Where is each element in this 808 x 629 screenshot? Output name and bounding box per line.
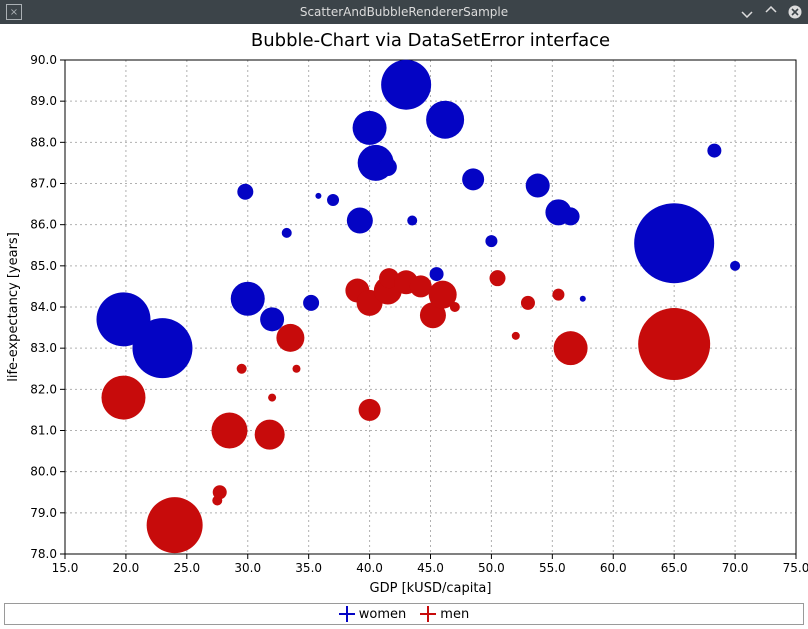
bubble: [379, 158, 397, 176]
svg-text:GDP [kUSD/capita]: GDP [kUSD/capita]: [370, 581, 492, 596]
bubble: [410, 275, 432, 297]
bubble: [381, 60, 431, 110]
bubble: [430, 267, 444, 281]
plus-icon: [420, 606, 436, 622]
bubble: [526, 174, 550, 198]
bubble: [554, 331, 588, 365]
svg-text:83.0: 83.0: [30, 341, 57, 355]
bubble: [101, 376, 145, 420]
legend-item-men[interactable]: men: [420, 606, 469, 622]
svg-text:60.0: 60.0: [600, 561, 627, 575]
legend-item-women[interactable]: women: [339, 606, 407, 622]
bubble: [562, 207, 580, 225]
bubble: [450, 302, 460, 312]
bubble: [638, 308, 710, 380]
svg-text:50.0: 50.0: [478, 561, 505, 575]
bubble: [292, 365, 300, 373]
svg-text:life-expectancy [years]: life-expectancy [years]: [6, 232, 21, 382]
bubble: [213, 485, 227, 499]
bubble: [237, 184, 253, 200]
bubble: [462, 168, 484, 190]
bubble: [512, 332, 520, 340]
legend: women men: [4, 603, 804, 625]
bubble: [485, 235, 497, 247]
bubble: [580, 296, 586, 302]
bubble: [552, 289, 564, 301]
bubble: [327, 194, 339, 206]
svg-text:86.0: 86.0: [30, 218, 57, 232]
svg-text:55.0: 55.0: [539, 561, 566, 575]
bubble: [490, 270, 506, 286]
bubble: [255, 420, 285, 450]
bubble: [521, 296, 535, 310]
svg-text:87.0: 87.0: [30, 177, 57, 191]
svg-text:80.0: 80.0: [30, 465, 57, 479]
svg-text:25.0: 25.0: [173, 561, 200, 575]
titlebar[interactable]: × ScatterAndBubbleRendererSample: [0, 0, 808, 24]
bubble: [303, 295, 319, 311]
svg-text:82.0: 82.0: [30, 382, 57, 396]
window-controls: [740, 5, 802, 19]
bubble: [260, 307, 284, 331]
svg-text:79.0: 79.0: [30, 506, 57, 520]
app-icon: ×: [6, 4, 22, 20]
plus-icon: [339, 606, 355, 622]
bubble: [634, 203, 714, 283]
bubble: [147, 497, 203, 553]
svg-text:70.0: 70.0: [722, 561, 749, 575]
svg-text:30.0: 30.0: [234, 561, 261, 575]
svg-text:15.0: 15.0: [52, 561, 79, 575]
bubble: [353, 111, 387, 145]
legend-label: women: [359, 607, 407, 622]
bubble: [282, 228, 292, 238]
chart-area: Bubble-Chart via DataSetError interface 1…: [0, 24, 808, 603]
svg-text:89.0: 89.0: [30, 94, 57, 108]
bubble-chart: Bubble-Chart via DataSetError interface 1…: [0, 24, 808, 603]
maximize-icon[interactable]: [764, 5, 778, 19]
bubble: [347, 208, 373, 234]
bubble: [315, 193, 321, 199]
legend-label: men: [440, 607, 469, 622]
svg-text:20.0: 20.0: [113, 561, 140, 575]
svg-text:75.0: 75.0: [783, 561, 808, 575]
bubble: [407, 216, 417, 226]
svg-text:90.0: 90.0: [30, 53, 57, 67]
bubble: [211, 413, 247, 449]
svg-text:Bubble-Chart via DataSetError: Bubble-Chart via DataSetError interface: [251, 30, 610, 51]
svg-text:81.0: 81.0: [30, 424, 57, 438]
minimize-icon[interactable]: [740, 5, 754, 19]
bubble: [426, 101, 464, 139]
svg-text:84.0: 84.0: [30, 300, 57, 314]
window-title: ScatterAndBubbleRendererSample: [0, 5, 808, 19]
svg-text:35.0: 35.0: [295, 561, 322, 575]
svg-text:45.0: 45.0: [417, 561, 444, 575]
bubble: [237, 364, 247, 374]
bubble: [359, 399, 381, 421]
svg-text:65.0: 65.0: [661, 561, 688, 575]
svg-text:88.0: 88.0: [30, 135, 57, 149]
bubble: [707, 144, 721, 158]
svg-text:78.0: 78.0: [30, 547, 57, 561]
bubble: [132, 318, 192, 378]
app-window: × ScatterAndBubbleRendererSample Bubble-…: [0, 0, 808, 629]
svg-text:85.0: 85.0: [30, 259, 57, 273]
bubble: [231, 282, 265, 316]
bubble: [268, 394, 276, 402]
close-icon[interactable]: [788, 5, 802, 19]
bubble: [276, 324, 304, 352]
svg-text:40.0: 40.0: [356, 561, 383, 575]
bubble: [730, 261, 740, 271]
